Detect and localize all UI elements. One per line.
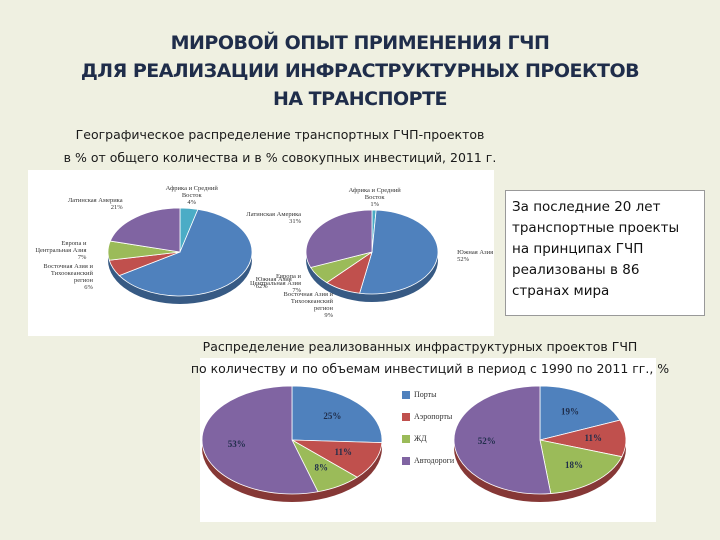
slice-label: Южная Азия bbox=[457, 248, 494, 256]
value-label: 11% bbox=[335, 447, 353, 457]
legend-label: Автодороги bbox=[414, 456, 455, 465]
value-label: 8% bbox=[314, 463, 328, 473]
slice-label: Латинская Америка bbox=[246, 211, 302, 219]
slice-label: Европа и Центральная Азия bbox=[249, 272, 302, 287]
value-label: 19% bbox=[561, 406, 579, 416]
value-label: 53% bbox=[228, 439, 246, 449]
legend-swatch bbox=[402, 435, 410, 443]
legend-swatch bbox=[402, 391, 410, 399]
value-label: 7% bbox=[77, 254, 87, 262]
pie-slice bbox=[453, 385, 552, 495]
note: За последние 20 лет транспортные проекты… bbox=[505, 190, 705, 316]
pie-slice bbox=[359, 209, 439, 295]
slice-label: Латинская Америка bbox=[67, 196, 123, 204]
value-label: 52% bbox=[457, 255, 470, 263]
pie-slice bbox=[291, 439, 383, 478]
chart-title: Географическое распределение транспортны… bbox=[75, 127, 485, 142]
chart-title: по количеству и по объемам инвестиций в … bbox=[190, 361, 670, 376]
pie-slice bbox=[305, 209, 373, 268]
value-label: 1% bbox=[370, 201, 380, 209]
title-line: НА ТРАНСПОРТЕ bbox=[272, 88, 448, 110]
value-label: 18% bbox=[565, 460, 583, 470]
legend-label: ЖД bbox=[414, 434, 427, 443]
pie-slice bbox=[539, 385, 621, 441]
value-label: 4% bbox=[187, 199, 197, 207]
pie-slice bbox=[109, 207, 181, 253]
slice-label: Африка и Средний Восток bbox=[348, 187, 401, 202]
legend-swatch bbox=[402, 413, 410, 421]
value-label: 6% bbox=[84, 284, 93, 292]
legend-swatch bbox=[402, 457, 410, 465]
value-label: 52% bbox=[478, 436, 496, 446]
value-label: 21% bbox=[110, 203, 123, 211]
value-label: 9% bbox=[324, 311, 334, 319]
pie-slice bbox=[291, 385, 383, 444]
title-line: МИРОВОЙ ОПЫТ ПРИМЕНЕНИЯ ГЧП bbox=[170, 32, 550, 54]
value-label: 25% bbox=[323, 411, 341, 421]
pie-slice bbox=[201, 385, 319, 495]
slice-label: Восточная Азия и Тихоокеанский регион bbox=[283, 290, 334, 312]
chart-title: в % от общего количества и в % совокупны… bbox=[63, 150, 497, 165]
value-label: 11% bbox=[585, 433, 603, 443]
slice-label: Африка и Средний Восток bbox=[165, 185, 218, 200]
pie-slice bbox=[118, 208, 253, 297]
slice-label: Восточная Азия и Тихоокеанский регион bbox=[43, 263, 93, 285]
value-label: 31% bbox=[289, 218, 302, 226]
chart-title: Распределение реализованных инфраструкту… bbox=[202, 339, 638, 354]
pie-slice bbox=[539, 439, 623, 495]
legend-label: Порты bbox=[414, 390, 437, 399]
slice-label: Южная Азия bbox=[255, 275, 292, 283]
value-label: 7% bbox=[292, 286, 302, 294]
value-label: 62% bbox=[255, 282, 268, 290]
legend-label: Аэропорты bbox=[414, 412, 453, 421]
slice-label: Европа и Центральная Азия bbox=[35, 240, 87, 255]
title-line: ДЛЯ РЕАЛИЗАЦИИ ИНФРАСТРУКТУРНЫХ ПРОЕКТОВ bbox=[80, 60, 640, 82]
